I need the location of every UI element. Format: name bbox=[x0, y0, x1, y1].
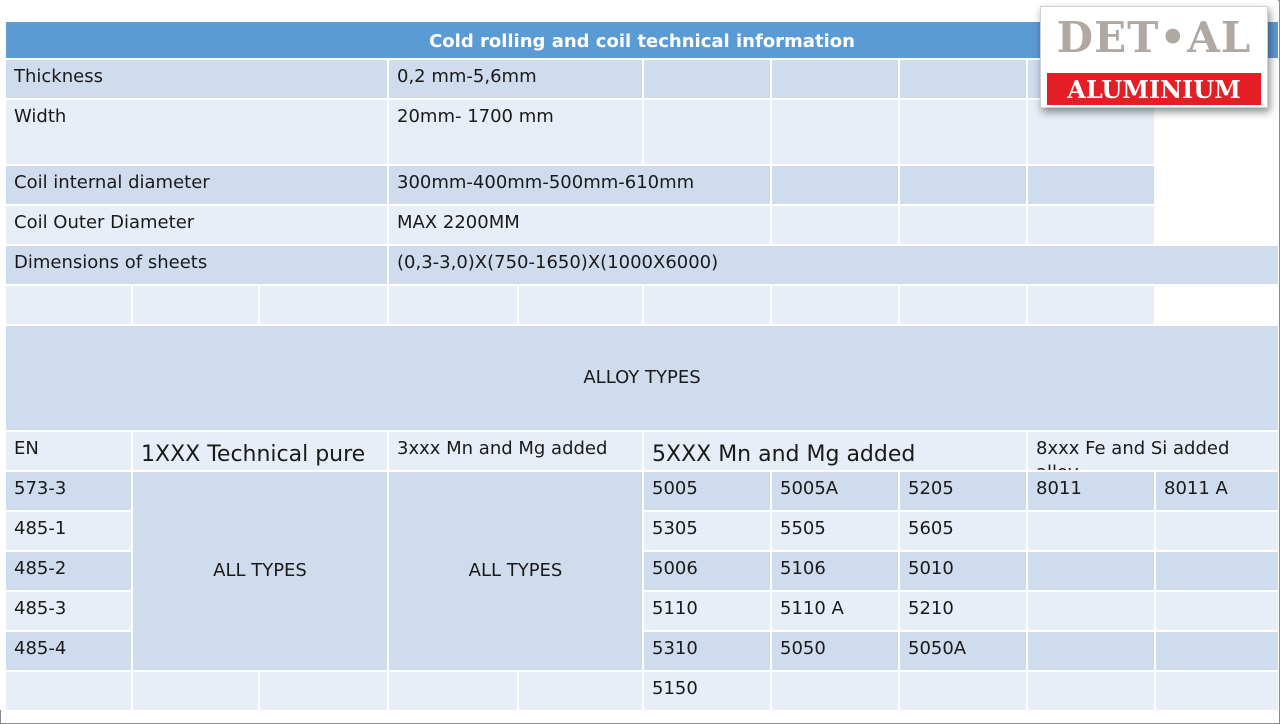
grade-5xxx: 5005A bbox=[772, 472, 898, 510]
empty-cell bbox=[1156, 592, 1278, 630]
grade-5xxx: 5050 bbox=[772, 632, 898, 670]
empty-cell bbox=[1156, 632, 1278, 670]
empty-cell bbox=[1028, 552, 1154, 590]
logo-wordmark: DET•AL bbox=[1056, 13, 1252, 62]
alloy-heading-1xxx: 1XXX Technical pure aluminum %99,0 bbox=[133, 432, 387, 470]
empty-cell bbox=[900, 286, 1026, 324]
grade-5xxx: 5310 bbox=[644, 632, 770, 670]
empty-cell bbox=[389, 286, 517, 324]
empty-cell bbox=[133, 286, 258, 324]
empty-cell bbox=[772, 206, 898, 244]
logo-banner: ALUMINIUM bbox=[1047, 73, 1261, 105]
grade-5xxx: 5010 bbox=[900, 552, 1026, 590]
spec-label-coil-outer-diameter: Coil Outer Diameter bbox=[6, 206, 387, 244]
empty-cell bbox=[519, 672, 642, 710]
en-label: EN bbox=[6, 432, 131, 470]
empty-cell bbox=[772, 100, 898, 164]
empty-cell bbox=[1156, 512, 1278, 550]
grade-5xxx: 5605 bbox=[900, 512, 1026, 550]
spec-value-dimensions-of-sheets: (0,3-3,0)X(750-1650)X(1000X6000) bbox=[389, 246, 1278, 284]
empty-cell bbox=[260, 286, 387, 324]
grade-5xxx: 5106 bbox=[772, 552, 898, 590]
empty-cell bbox=[1028, 512, 1154, 550]
grade-5xxx: 5110 A bbox=[772, 592, 898, 630]
empty-cell bbox=[644, 60, 770, 98]
empty-cell bbox=[6, 286, 131, 324]
alloy-types-heading: ALLOY TYPES bbox=[6, 326, 1278, 430]
grade-8xxx: 8011 bbox=[1028, 472, 1154, 510]
grade-5xxx: 5305 bbox=[644, 512, 770, 550]
empty-cell bbox=[1028, 592, 1154, 630]
grade-5xxx: 5210 bbox=[900, 592, 1026, 630]
en-code: 485-4 bbox=[6, 632, 131, 670]
grade-5xxx: 5110 bbox=[644, 592, 770, 630]
en-code: 485-3 bbox=[6, 592, 131, 630]
grade-5xxx: 5150 bbox=[644, 672, 770, 710]
spec-value-thickness: 0,2 mm-5,6mm bbox=[389, 60, 642, 98]
empty-cell bbox=[1028, 166, 1154, 204]
grade-5xxx: 5505 bbox=[772, 512, 898, 550]
empty-cell bbox=[389, 672, 517, 710]
alloy-heading-3xxx: 3xxx Mn and Mg added bbox=[389, 432, 642, 470]
empty-cell bbox=[1156, 552, 1278, 590]
empty-cell bbox=[900, 100, 1026, 164]
en-code: 485-1 bbox=[6, 512, 131, 550]
grade-8xxx: 8011 A bbox=[1156, 472, 1278, 510]
spec-label-thickness: Thickness bbox=[6, 60, 387, 98]
alloy-heading-8xxx: 8xxx Fe and Si added alloy bbox=[1028, 432, 1278, 470]
empty-cell bbox=[1028, 286, 1154, 324]
alloy-heading-5xxx: 5XXX Mn and Mg added bbox=[644, 432, 1026, 470]
empty-cell bbox=[900, 166, 1026, 204]
empty-cell bbox=[1028, 206, 1154, 244]
empty-cell bbox=[772, 672, 898, 710]
spec-value-coil-outer-diameter: MAX 2200MM bbox=[389, 206, 770, 244]
empty-cell bbox=[6, 672, 131, 710]
empty-cell bbox=[1028, 632, 1154, 670]
spec-value-width: 20mm- 1700 mm bbox=[389, 100, 642, 164]
grade-5xxx: 5005 bbox=[644, 472, 770, 510]
empty-cell bbox=[900, 60, 1026, 98]
empty-cell bbox=[900, 672, 1026, 710]
en-code: 573-3 bbox=[6, 472, 131, 510]
grade-5xxx: 5205 bbox=[900, 472, 1026, 510]
spec-value-coil-internal-diameter: 300mm-400mm-500mm-610mm bbox=[389, 166, 770, 204]
empty-cell bbox=[644, 286, 770, 324]
all-types-1xxx: ALL TYPES bbox=[133, 472, 387, 670]
all-types-3xxx: ALL TYPES bbox=[389, 472, 642, 670]
technical-info-table: Cold rolling and coil technical informat… bbox=[6, 22, 1278, 710]
grade-5xxx: 5050A bbox=[900, 632, 1026, 670]
empty-cell bbox=[772, 166, 898, 204]
empty-cell bbox=[519, 286, 642, 324]
empty-cell bbox=[1028, 100, 1154, 164]
empty-cell bbox=[260, 672, 387, 710]
empty-cell bbox=[1156, 672, 1278, 710]
empty-cell bbox=[133, 672, 258, 710]
en-code: 485-2 bbox=[6, 552, 131, 590]
spec-label-width: Width bbox=[6, 100, 387, 164]
empty-cell bbox=[900, 206, 1026, 244]
empty-cell bbox=[772, 60, 898, 98]
empty-cell bbox=[1028, 672, 1154, 710]
spec-label-dimensions-of-sheets: Dimensions of sheets bbox=[6, 246, 387, 284]
detal-aluminium-logo: DET•AL ALUMINIUM bbox=[1040, 6, 1268, 108]
spec-label-coil-internal-diameter: Coil internal diameter bbox=[6, 166, 387, 204]
grade-5xxx: 5006 bbox=[644, 552, 770, 590]
empty-cell bbox=[772, 286, 898, 324]
empty-cell bbox=[644, 100, 770, 164]
